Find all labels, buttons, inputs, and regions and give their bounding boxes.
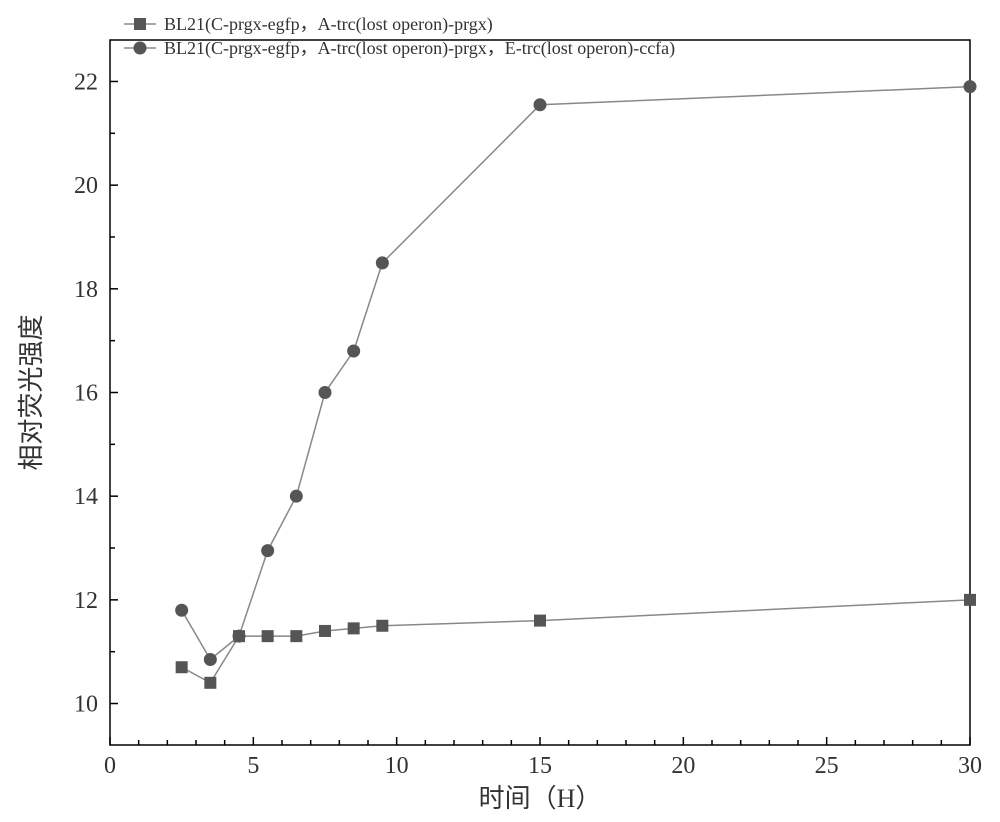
series-marker-1 (261, 544, 274, 557)
svg-text:18: 18 (74, 277, 98, 303)
svg-text:22: 22 (74, 69, 98, 95)
series-marker-1 (204, 653, 217, 666)
svg-text:0: 0 (104, 753, 116, 779)
series-marker-0 (348, 622, 360, 634)
svg-text:14: 14 (74, 484, 98, 510)
series-marker-1 (964, 80, 977, 93)
legend-marker-0 (134, 18, 146, 30)
series-marker-1 (290, 490, 303, 503)
series-marker-0 (534, 615, 546, 627)
series-marker-0 (204, 677, 216, 689)
series-marker-1 (376, 256, 389, 269)
series-marker-0 (376, 620, 388, 632)
series-marker-1 (534, 98, 547, 111)
series-marker-0 (176, 661, 188, 673)
svg-text:30: 30 (958, 753, 982, 779)
svg-text:5: 5 (247, 753, 259, 779)
series-marker-0 (290, 630, 302, 642)
svg-text:16: 16 (74, 381, 98, 407)
legend-label-1: BL21(C-prgx-egfp，A-trc(lost operon)-prgx… (164, 38, 675, 59)
series-marker-0 (964, 594, 976, 606)
svg-text:10: 10 (385, 753, 409, 779)
series-marker-1 (319, 386, 332, 399)
y-axis-label: 相对荧光强度 (17, 314, 46, 470)
series-marker-1 (175, 604, 188, 617)
svg-text:20: 20 (671, 753, 695, 779)
series-line-1 (182, 87, 970, 660)
series-marker-0 (319, 625, 331, 637)
chart-container: 0 5 10 15 20 25 30 10 12 14 16 18 20 22 时间（H） 相对荧光强度 BL2… (0, 0, 1000, 822)
x-axis-label: 时间（H） (479, 784, 602, 813)
svg-text:20: 20 (74, 173, 98, 199)
legend-label-0: BL21(C-prgx-egfp，A-trc(lost operon)-prgx… (164, 14, 493, 35)
svg-text:25: 25 (815, 753, 839, 779)
series-marker-1 (347, 345, 360, 358)
svg-text:12: 12 (74, 588, 98, 614)
legend-marker-1 (134, 42, 147, 55)
series-marker-1 (233, 630, 246, 643)
line-chart: 0 5 10 15 20 25 30 10 12 14 16 18 20 22 时间（H） 相对荧光强度 BL2… (0, 0, 1000, 822)
svg-text:15: 15 (528, 753, 552, 779)
series-marker-0 (262, 630, 274, 642)
svg-text:10: 10 (74, 692, 98, 718)
